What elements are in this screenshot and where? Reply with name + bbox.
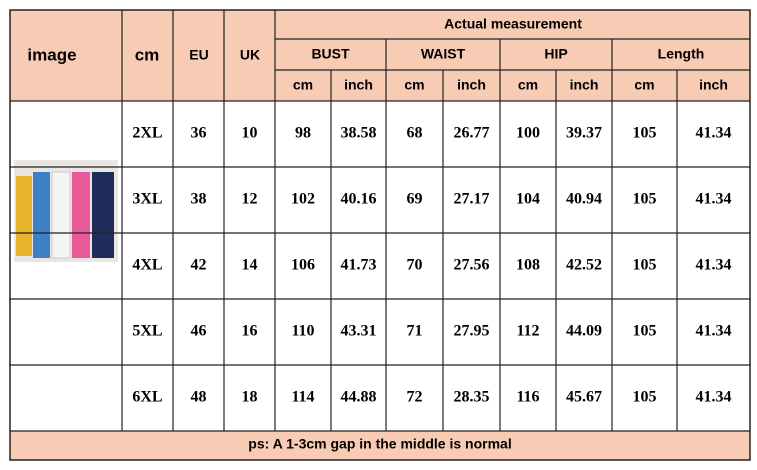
table-cell: 105 (633, 389, 657, 406)
grid (10, 10, 750, 432)
table-cell: 10 (242, 125, 258, 142)
table-cell: 40.16 (341, 191, 377, 208)
dress (16, 176, 32, 256)
group-header: HIP (544, 46, 567, 62)
table-cell: 41.73 (341, 257, 377, 274)
table-cell: 72 (407, 389, 423, 406)
table-cell: 38.58 (341, 125, 377, 142)
unit-header: cm (634, 77, 654, 93)
table-cell: 110 (291, 323, 314, 340)
group-header: BUST (311, 46, 350, 62)
table-cell: 98 (295, 125, 311, 142)
header-cell: UK (240, 47, 260, 63)
dress (51, 171, 71, 259)
table-cell: 41.34 (696, 191, 732, 208)
outer-border (9, 9, 751, 461)
dress (92, 172, 114, 258)
table-cell: 105 (633, 257, 657, 274)
table-cell: 71 (407, 323, 423, 340)
table-cell: 48 (191, 389, 207, 406)
table-cell: 14 (242, 257, 258, 274)
product-image (14, 160, 118, 262)
table-cell: 43.31 (341, 323, 377, 340)
table-cell: 40.94 (566, 191, 602, 208)
table-cell: 105 (633, 125, 657, 142)
table-cell: 114 (291, 389, 314, 406)
table-cell: 4XL (132, 257, 162, 274)
table-cell: 36 (191, 125, 207, 142)
table-cell: 44.88 (341, 389, 377, 406)
dress (33, 172, 50, 258)
unit-header: cm (293, 77, 313, 93)
header-cell: image (27, 45, 76, 64)
header-bg (10, 10, 750, 101)
table-cell: 42.52 (566, 257, 602, 274)
table-cell: 70 (407, 257, 423, 274)
header-cell: EU (189, 47, 208, 63)
table-cell: 41.34 (696, 125, 732, 142)
unit-header: inch (570, 77, 599, 93)
table-cell: 27.95 (454, 323, 490, 340)
unit-header: cm (518, 77, 538, 93)
table-cell: 28.35 (454, 389, 490, 406)
table-cell: 46 (191, 323, 207, 340)
table-cell: 27.56 (454, 257, 490, 274)
table-cell: 3XL (132, 191, 162, 208)
table-cell: 12 (242, 191, 258, 208)
header-cell: Actual measurement (444, 16, 582, 32)
table-cell: 6XL (132, 389, 162, 406)
table-cell: 41.34 (696, 323, 732, 340)
table-cell: 18 (242, 389, 258, 406)
dress (72, 172, 90, 258)
table-cell: 108 (516, 257, 540, 274)
table-cell: 39.37 (566, 125, 602, 142)
table-cell: 116 (516, 389, 539, 406)
table-cell: 27.17 (454, 191, 490, 208)
table-cell: 42 (191, 257, 207, 274)
table-cell: 16 (242, 323, 258, 340)
header-cell: cm (135, 45, 160, 64)
table-cell: 41.34 (696, 389, 732, 406)
footer-bg (10, 431, 750, 460)
table-cell: 69 (407, 191, 423, 208)
texts: image cm EU UK Actual measurement BUST WAIST HI… (27, 16, 731, 452)
group-header: Length (658, 46, 705, 62)
table-cell: 44.09 (566, 323, 602, 340)
unit-header: inch (457, 77, 486, 93)
table-cell: 102 (291, 191, 315, 208)
table-cell: 104 (516, 191, 540, 208)
table-cell: 2XL (132, 125, 162, 142)
table-cell: 105 (633, 191, 657, 208)
table-cell: 41.34 (696, 257, 732, 274)
table-cell: 5XL (132, 323, 162, 340)
table-cell: 106 (291, 257, 315, 274)
unit-header: cm (404, 77, 424, 93)
table-cell: 45.67 (566, 389, 602, 406)
table-cell: 112 (516, 323, 539, 340)
group-header: WAIST (421, 46, 466, 62)
table-cell: 26.77 (454, 125, 490, 142)
table-cell: 100 (516, 125, 540, 142)
table-cell: 105 (633, 323, 657, 340)
table-cell: 38 (191, 191, 207, 208)
table-cell: 68 (407, 125, 423, 142)
unit-header: inch (344, 77, 373, 93)
footer-note: ps: A 1-3cm gap in the middle is normal (248, 436, 511, 452)
unit-header: inch (699, 77, 728, 93)
